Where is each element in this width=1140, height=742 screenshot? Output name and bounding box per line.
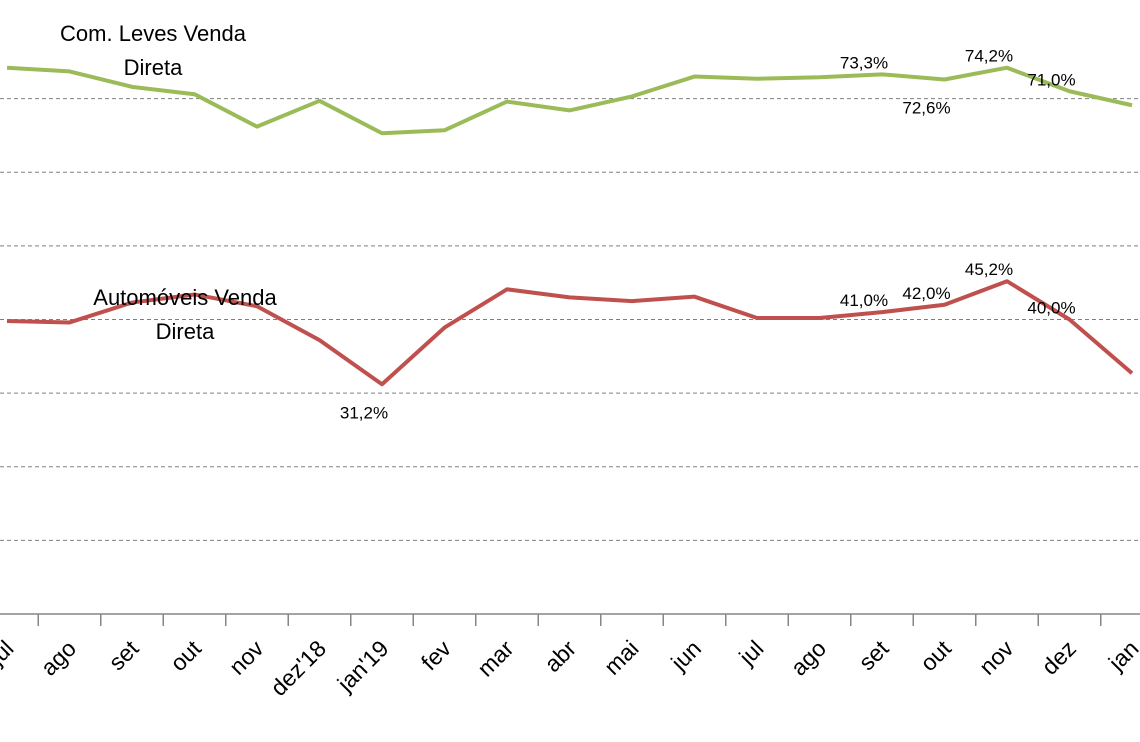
x-tick-label: jan'19 [332, 635, 394, 697]
x-tick-label: ago [36, 635, 82, 681]
data-label: 31,2% [340, 403, 388, 422]
series-line [6, 279, 1134, 387]
x-tick-label: jul [0, 635, 19, 670]
data-label: 74,2% [965, 47, 1013, 66]
x-tick-label: mar [472, 635, 519, 682]
x-tick-label: out [915, 635, 956, 676]
series-line [6, 65, 1133, 136]
x-tick-label: mai [599, 635, 644, 680]
data-label: 41,0% [840, 291, 888, 310]
x-tick-label: ago [786, 635, 832, 681]
x-tick-label: abr [539, 635, 581, 677]
x-tick-label: fev [416, 635, 456, 675]
data-label: 73,3% [840, 53, 888, 72]
series-name: Com. Leves Venda Direta [60, 20, 246, 80]
x-tick-label: jun [665, 635, 706, 676]
x-tick-label: nov [224, 635, 269, 680]
x-tick-label: jul [733, 635, 768, 670]
x-tick-label: dez [1036, 635, 1081, 680]
data-label: 42,0% [902, 284, 950, 303]
x-tick-label: set [103, 635, 144, 676]
x-tick-label: out [165, 635, 206, 676]
x-tick-label: set [853, 635, 894, 676]
data-label: 72,6% [902, 98, 950, 117]
x-tick-label: nov [974, 635, 1019, 680]
data-label: 71,0% [1027, 70, 1075, 89]
x-tick-label: dez'18 [265, 635, 331, 701]
data-label: 40,0% [1027, 299, 1075, 318]
x-tick-label: jan [1103, 635, 1140, 676]
series-name: Automóveis Venda Direta [93, 284, 277, 344]
data-label: 45,2% [965, 260, 1013, 279]
